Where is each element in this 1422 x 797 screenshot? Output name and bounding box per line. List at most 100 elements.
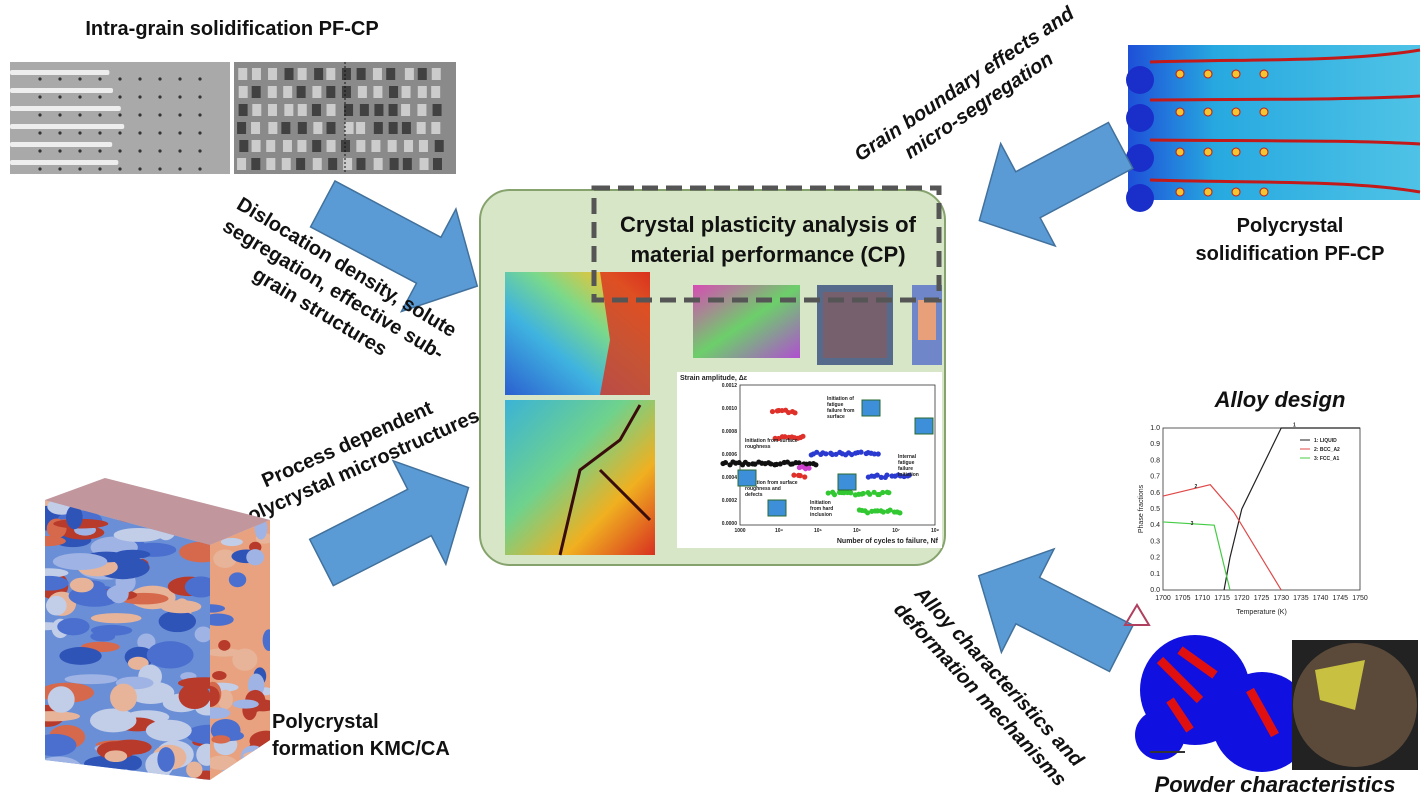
annotation-line: roughness [745, 444, 771, 450]
scatter-point [848, 490, 854, 496]
annotation: Initiation of fatigue failure from surface [827, 396, 855, 420]
red-streak [1149, 178, 1421, 194]
droplet [1259, 147, 1269, 157]
dot [38, 131, 42, 135]
x-axis-label: Number of cycles to failure, Nf [837, 538, 939, 545]
cube-detail [823, 292, 887, 358]
texture [432, 158, 442, 170]
dot [158, 113, 162, 117]
panel-title: Powder characteristics [1155, 772, 1396, 797]
arrow [978, 121, 1134, 248]
grain [196, 743, 210, 766]
texture [389, 86, 399, 98]
grain [89, 708, 137, 733]
x-tick-label: 1750 [1352, 595, 1368, 602]
scatter-point [807, 461, 813, 467]
dot [118, 149, 122, 153]
texture [251, 86, 261, 98]
droplet [1203, 187, 1213, 197]
scatter-point [880, 489, 886, 496]
texture [356, 68, 366, 80]
texture [252, 104, 262, 116]
dot [98, 131, 102, 135]
scatter-point [823, 451, 829, 457]
droplet [1203, 107, 1213, 117]
y-tick-label: 0.3 [1150, 538, 1160, 545]
grain [45, 568, 69, 578]
dot [178, 149, 182, 153]
grain [160, 600, 202, 614]
phase-plot: 0.0 0.1 0.2 0.3 0.4 0.5 0.6 0.7 0.8 0.9 1.0 1700 170… [1123, 422, 1368, 626]
dot [78, 131, 82, 135]
texture [237, 122, 247, 134]
texture [267, 86, 277, 98]
polycrystal-cube [45, 478, 270, 780]
annotation-line: initiation [898, 472, 919, 478]
grain [47, 686, 75, 713]
y-tick-label: 1.0 [1150, 425, 1160, 432]
texture [341, 68, 351, 80]
dot [198, 149, 202, 153]
grain [158, 610, 197, 633]
texture [373, 86, 383, 98]
dot [178, 95, 182, 99]
dot [138, 149, 142, 153]
x-tick-label: 10⁷ [892, 528, 900, 534]
annotation: Initiation from surface roughness [745, 438, 798, 450]
texture [356, 140, 366, 152]
annotation-line: failure [898, 466, 913, 472]
scatter-point [813, 462, 819, 468]
grain [90, 613, 142, 624]
texture [266, 140, 276, 152]
texture [418, 140, 428, 152]
dashed-highlight [591, 185, 942, 303]
grain [90, 631, 116, 642]
panel-title: Polycrystal formation KMC/CA [272, 711, 450, 760]
grain [64, 674, 118, 685]
dot [98, 113, 102, 117]
scatter-point [860, 490, 866, 497]
scatter-point [884, 472, 890, 478]
phase-curve [1223, 427, 1360, 591]
dot [198, 131, 202, 135]
dot [158, 167, 162, 171]
scatter-point [831, 492, 838, 498]
inset-image [837, 473, 857, 491]
arrow [308, 459, 470, 587]
scatter-point [878, 474, 884, 480]
dendrite [10, 160, 119, 165]
texture [297, 104, 307, 116]
texture [344, 104, 354, 116]
x-tick-label: 10⁴ [775, 528, 784, 534]
dot [198, 113, 202, 117]
scatter-point [875, 451, 881, 457]
curve-label: 2 [1195, 484, 1198, 490]
x-tick-label: 1715 [1214, 595, 1230, 602]
dot [138, 77, 142, 81]
texture [268, 122, 278, 134]
inset-image [914, 417, 934, 435]
x-tick-label: 1720 [1234, 595, 1250, 602]
texture [239, 140, 249, 152]
y-tick-label: 0.5 [1150, 506, 1160, 513]
annotation: Initiation from hard inclusion [810, 500, 833, 518]
dot [138, 113, 142, 117]
annotation-line: Internal [898, 454, 917, 460]
dendrite [10, 124, 125, 129]
texture [312, 86, 322, 98]
y-tick-label: 0.0000 [722, 521, 738, 527]
dendrite [10, 88, 114, 93]
grain [211, 735, 231, 744]
x-tick-label: 1730 [1273, 595, 1289, 602]
grain [232, 648, 258, 671]
dot [58, 167, 62, 171]
scatter-point [886, 490, 892, 496]
dot [198, 167, 202, 171]
texture [388, 122, 398, 134]
red-streak [1149, 48, 1421, 64]
texture [356, 158, 366, 170]
dot [58, 131, 62, 135]
legend-label: 3: FCC_A1 [1314, 456, 1340, 462]
x-tick-label: 1745 [1333, 595, 1349, 602]
